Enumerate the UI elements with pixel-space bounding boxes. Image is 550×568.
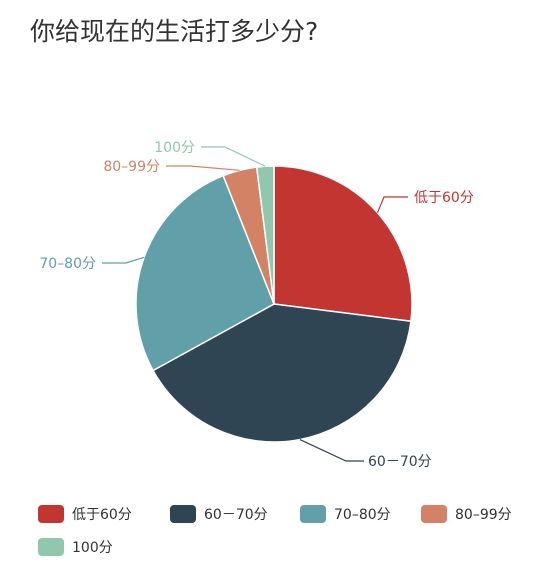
legend: 低于60分 60－70分 70–80分 80–99分 100分 — [38, 505, 512, 556]
callout-label: 100分 — [154, 140, 195, 156]
legend-label: 70–80分 — [334, 507, 391, 523]
callout-label: 低于60分 — [414, 190, 474, 206]
callout-label: 60－70分 — [368, 454, 432, 470]
callout-line — [299, 439, 364, 462]
legend-label: 60－70分 — [204, 507, 268, 523]
legend-swatch — [38, 538, 64, 556]
callout-label: 80–99分 — [103, 159, 160, 175]
pie-slice — [152, 303, 412, 443]
legend-swatch — [38, 505, 64, 523]
pie-slice — [255, 165, 275, 305]
callout-line — [166, 165, 240, 171]
legend-swatch — [170, 505, 196, 523]
callout-line — [201, 146, 266, 167]
legend-label: 80–99分 — [455, 507, 512, 523]
pie-slice — [273, 165, 413, 323]
pie-slices — [135, 165, 413, 443]
callouts: 低于60分 60－70分 70–80分 80–99分 100分 — [39, 140, 473, 470]
callout-label: 70–80分 — [39, 256, 96, 272]
legend-label: 100分 — [72, 540, 113, 556]
legend-label: 低于60分 — [72, 507, 132, 523]
legend-swatch — [421, 505, 447, 523]
callout-line — [376, 196, 408, 213]
legend-swatch — [300, 505, 326, 523]
callout-line — [102, 256, 145, 264]
chart-title: 你给现在的生活打多少分? — [30, 17, 318, 46]
